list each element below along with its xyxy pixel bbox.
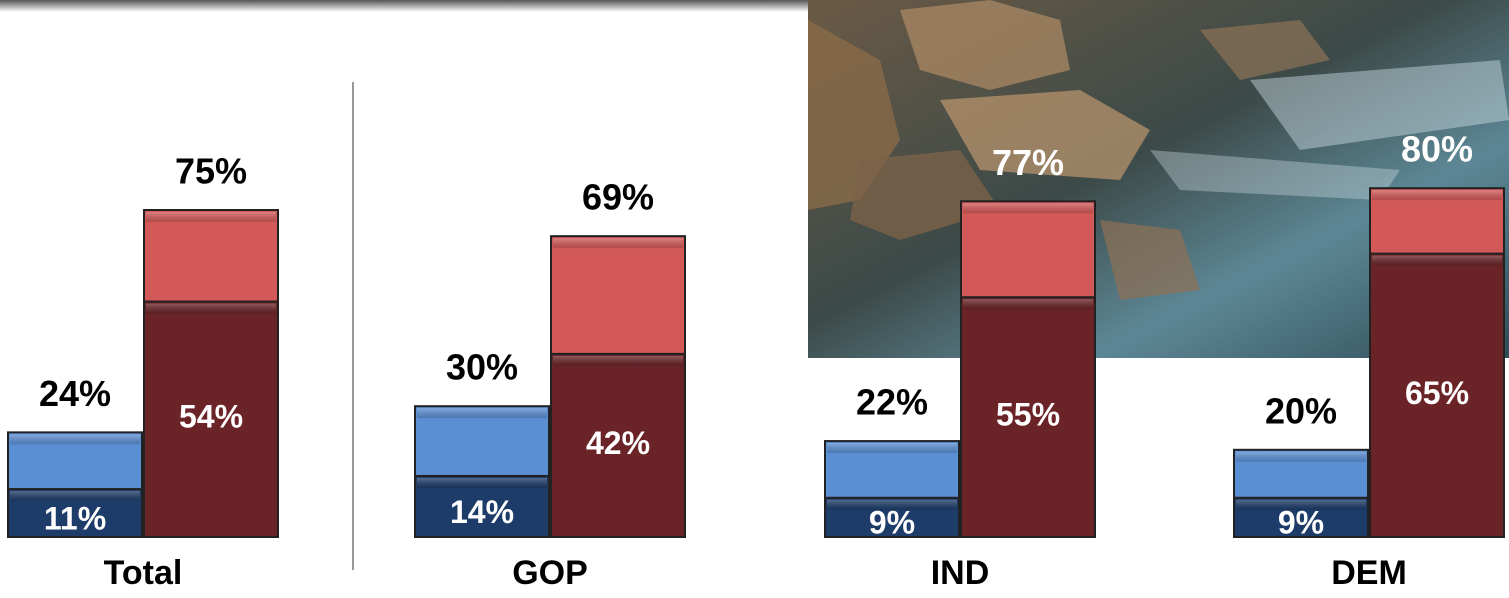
- value-label: 22%: [856, 382, 928, 423]
- bar: [550, 352, 686, 538]
- value-label: 75%: [175, 151, 247, 192]
- category-label: GOP: [512, 554, 588, 592]
- bar-shine: [417, 408, 547, 419]
- bar-shine: [146, 212, 276, 222]
- bar: [1369, 252, 1505, 538]
- top-band: [0, 0, 808, 12]
- bar-shine: [1236, 499, 1366, 510]
- bar-shine: [963, 203, 1093, 214]
- bar-shine: [827, 499, 957, 510]
- bar-shine: [10, 434, 140, 445]
- value-label: 30%: [446, 347, 518, 388]
- bar-shine: [1372, 190, 1502, 201]
- category-label: DEM: [1331, 554, 1407, 592]
- photo: [808, 0, 1509, 358]
- bar-shine: [553, 238, 683, 249]
- bar-shine: [146, 303, 276, 314]
- value-label: 77%: [992, 142, 1064, 183]
- value-label: 9%: [869, 504, 915, 540]
- bar-shine: [417, 477, 547, 488]
- value-label: 65%: [1405, 375, 1469, 411]
- bar-shine: [1372, 255, 1502, 266]
- bar-shine: [827, 443, 957, 454]
- value-label: 24%: [39, 373, 111, 414]
- value-label: 55%: [996, 397, 1060, 433]
- bar-shine: [963, 299, 1093, 310]
- value-label: 11%: [44, 500, 106, 536]
- value-label: 80%: [1401, 129, 1473, 170]
- bar: [960, 296, 1096, 539]
- value-label: 54%: [179, 399, 243, 435]
- value-label: 20%: [1265, 390, 1337, 431]
- value-label: 42%: [586, 425, 650, 461]
- bar-shine: [1236, 451, 1366, 462]
- category-label: Total: [104, 554, 183, 592]
- value-label: 9%: [1278, 504, 1324, 540]
- bar: [143, 300, 279, 538]
- value-label: 69%: [582, 177, 654, 218]
- value-label: 14%: [450, 494, 514, 530]
- category-label: IND: [931, 554, 990, 592]
- bar-shine: [10, 491, 140, 502]
- bar-shine: [553, 355, 683, 366]
